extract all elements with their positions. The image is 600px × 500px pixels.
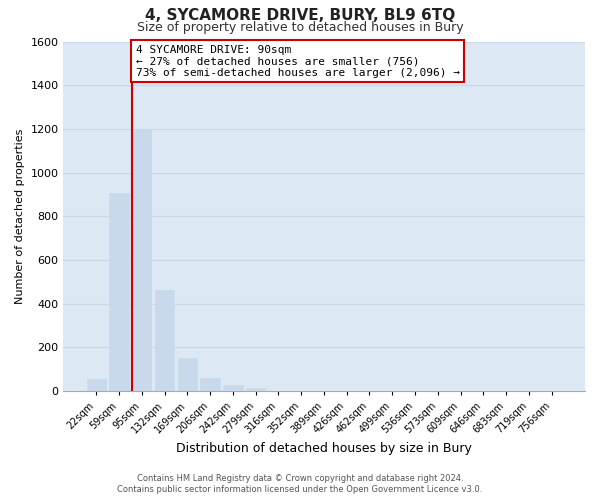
Text: 4 SYCAMORE DRIVE: 90sqm
← 27% of detached houses are smaller (756)
73% of semi-d: 4 SYCAMORE DRIVE: 90sqm ← 27% of detache… [136,45,460,78]
Bar [178,358,197,391]
Bar [223,384,242,391]
Text: 4, SYCAMORE DRIVE, BURY, BL9 6TQ: 4, SYCAMORE DRIVE, BURY, BL9 6TQ [145,8,455,22]
Y-axis label: Number of detached properties: Number of detached properties [15,128,25,304]
Bar [155,290,174,391]
Bar [200,378,220,391]
Bar [86,379,106,391]
Bar [132,130,151,391]
Bar [246,388,265,391]
Text: Size of property relative to detached houses in Bury: Size of property relative to detached ho… [137,21,463,34]
X-axis label: Distribution of detached houses by size in Bury: Distribution of detached houses by size … [176,442,472,455]
Bar [109,194,128,391]
Text: Contains HM Land Registry data © Crown copyright and database right 2024.
Contai: Contains HM Land Registry data © Crown c… [118,474,482,494]
